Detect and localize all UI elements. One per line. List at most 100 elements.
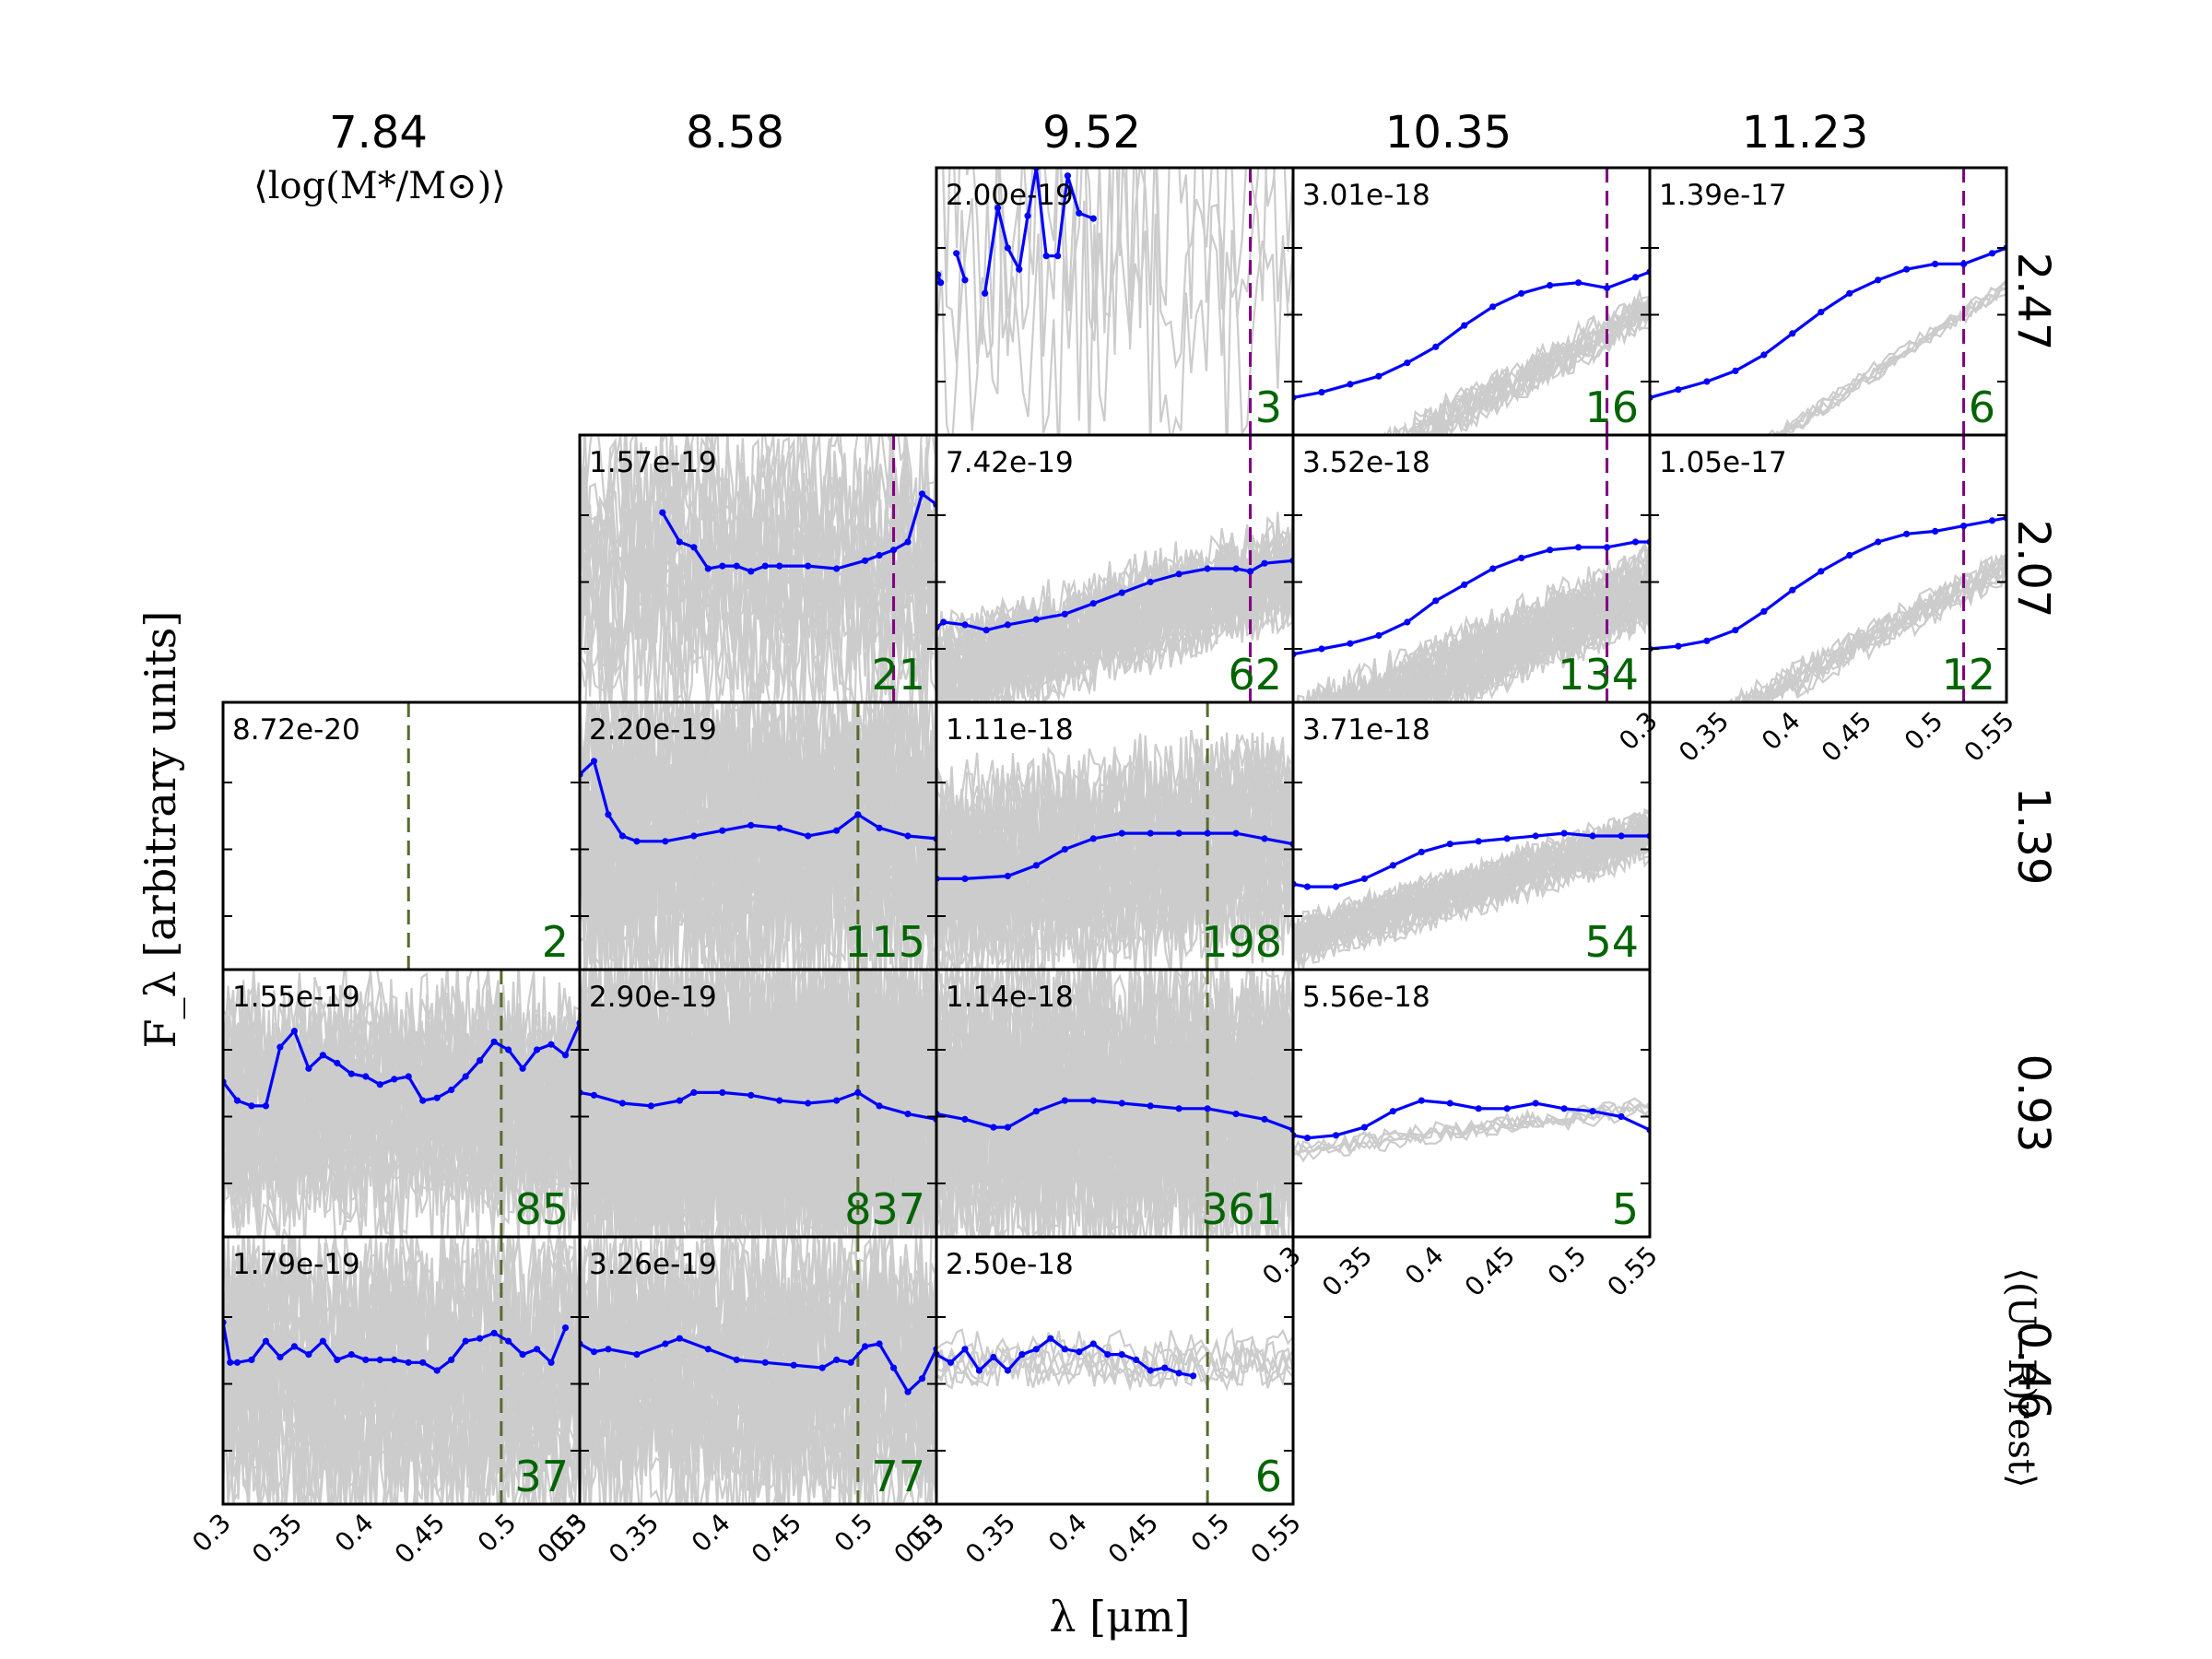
panel-r0-c4: 1.39e-17 6: [1648, 166, 2008, 437]
galaxy-count-label: 6: [1969, 382, 1995, 432]
median-point: [1190, 1372, 1197, 1380]
panel-plot-area: [580, 435, 936, 702]
median-point: [376, 1356, 383, 1363]
row-axis-label: ⟨(U−R)rest⟩: [2000, 1267, 2042, 1488]
individual-spectrum-line: [580, 1254, 936, 1456]
individual-spectrum-line: [1413, 305, 1650, 435]
individual-spectrum-line: [1293, 820, 1650, 956]
x-tick-label: 0.4: [1756, 706, 1806, 757]
individual-spectrum-line: [936, 1347, 1293, 1392]
median-point: [362, 1356, 370, 1363]
median-point: [1959, 260, 1968, 267]
median-point: [1703, 378, 1711, 385]
median-point: [1789, 586, 1796, 594]
median-point: [1318, 645, 1325, 653]
median-point: [633, 1351, 641, 1359]
individual-spectrum-line: [1755, 563, 2006, 702]
individual-spectrum-line: [580, 435, 936, 631]
median-point: [448, 1356, 455, 1363]
median-point: [1575, 279, 1583, 287]
median-point: [1589, 832, 1596, 840]
median-point: [953, 250, 960, 257]
median-point: [1603, 544, 1611, 551]
normalization-label: 3.71e-18: [1302, 713, 1430, 747]
x-tick-label: 0.45: [746, 1508, 807, 1570]
median-point: [1261, 1115, 1268, 1123]
x-tick-label: 0.5: [1542, 1241, 1593, 1291]
normalization-label: 1.11e-18: [946, 713, 1074, 747]
individual-spectrum-line: [936, 557, 1293, 702]
median-point: [904, 1388, 912, 1395]
median-point: [1603, 284, 1611, 292]
median-point: [1133, 1356, 1140, 1363]
median-point: [1875, 538, 1882, 546]
panel-r1-c2: 7.42e-19 62: [935, 433, 1295, 704]
median-point: [305, 1351, 312, 1359]
median-point: [362, 1073, 370, 1080]
panel-plot-area: [1293, 168, 1650, 435]
median-point: [1104, 1351, 1112, 1359]
median-point: [1375, 372, 1382, 380]
median-point: [1475, 1105, 1482, 1112]
median-point: [1618, 832, 1625, 840]
median-point: [1089, 1097, 1097, 1104]
median-point: [334, 1356, 341, 1363]
median-point: [1560, 1105, 1568, 1112]
panel-r4-c0: 1.79e-19 37: [221, 1235, 582, 1506]
panel-plot-area: [580, 970, 936, 1237]
median-point: [659, 509, 666, 516]
median-point: [347, 1070, 355, 1077]
median-point: [319, 1052, 326, 1059]
median-point: [776, 824, 783, 831]
median-point: [1988, 517, 1996, 524]
row-header-value: 1.39: [2007, 787, 2059, 886]
galaxy-count-label: 837: [844, 1184, 925, 1234]
median-point: [1004, 1124, 1011, 1131]
median-point: [676, 1335, 683, 1342]
median-point: [605, 811, 612, 818]
individual-spectrum-line: [1307, 555, 1650, 702]
galaxy-count-label: 62: [1228, 650, 1282, 700]
x-tick-label: 0.45: [1102, 1508, 1164, 1570]
median-point: [1347, 640, 1354, 647]
median-point: [405, 1359, 412, 1366]
median-point: [1618, 1112, 1625, 1121]
panel-plot-area: [1293, 1097, 1650, 1163]
median-point: [690, 832, 698, 840]
median-point: [876, 1102, 883, 1110]
median-point: [1004, 244, 1011, 252]
median-point: [1903, 265, 1911, 273]
individual-spectrum-line: [580, 702, 936, 927]
median-spectrum-line: [1650, 516, 2006, 651]
x-axis-label: λ [μm]: [1049, 1592, 1190, 1641]
row-header-value: 0.93: [2007, 1054, 2059, 1153]
individual-spectrum-line: [936, 1004, 1293, 1211]
median-point: [1675, 642, 1682, 650]
x-tick-label: 0.4: [1399, 1241, 1450, 1291]
individual-spectrum-line: [936, 200, 1293, 435]
median-point: [1004, 621, 1011, 629]
median-point: [547, 1359, 555, 1366]
median-point: [1446, 1100, 1453, 1107]
individual-spectrum-line: [1749, 575, 2006, 702]
median-point: [747, 568, 755, 575]
galaxy-count-label: 5: [1612, 1184, 1639, 1234]
median-point: [1232, 565, 1240, 572]
median-point: [1547, 282, 1554, 289]
median-point: [1732, 367, 1739, 374]
median-point: [690, 1088, 698, 1096]
median-point: [1076, 209, 1083, 217]
median-point: [876, 1340, 883, 1347]
x-tick-label: 0.35: [1673, 706, 1735, 768]
median-point: [990, 1124, 997, 1131]
individual-spectrum-line: [1381, 576, 1650, 702]
individual-spectrum-line: [1335, 577, 1650, 702]
median-point: [1032, 1346, 1040, 1353]
median-spectrum-line: [1293, 1099, 1650, 1140]
galaxy-count-label: 6: [1255, 1452, 1282, 1501]
individual-spectrum-line: [580, 438, 936, 656]
median-point: [776, 1097, 783, 1104]
normalization-label: 2.50e-18: [946, 1248, 1074, 1281]
x-tick-label: 0.3: [1613, 706, 1664, 757]
column-header-value: 11.23: [1742, 107, 1868, 159]
